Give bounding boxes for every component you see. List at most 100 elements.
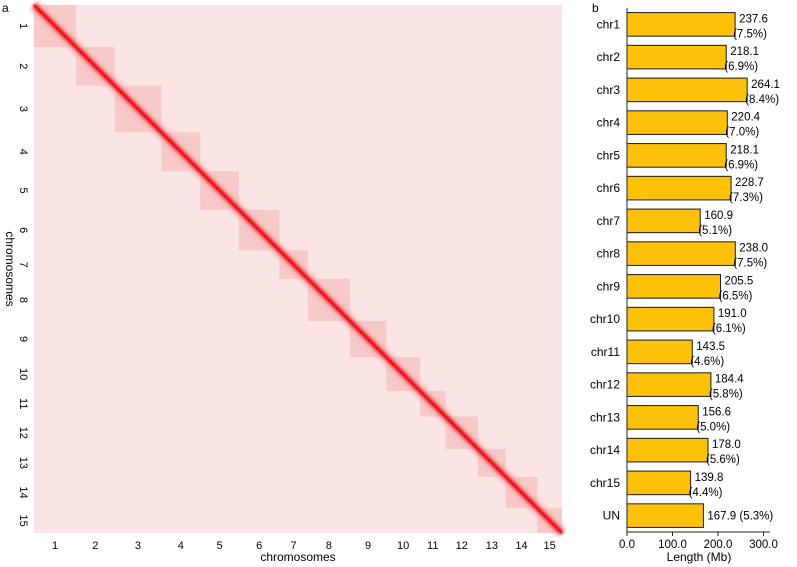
x-tick-label: 1 [52, 540, 58, 552]
category-label: chr12 [590, 378, 620, 392]
percent-label: (6.1%) [712, 323, 746, 335]
heatmap-y-axis-label: chromosomes [3, 231, 17, 306]
heatmap-x-tick-labels: 1 2 3 4 5 6 7 8 9 10 11 12 13 14 15 [52, 540, 556, 552]
percent-label: (6.9%) [724, 61, 758, 73]
x-tick-label: 5 [217, 540, 223, 552]
x-tick-label: 300.0 [749, 539, 778, 551]
x-tick-label: 14 [515, 540, 527, 552]
category-label: chr14 [590, 443, 620, 457]
value-label: 228.7 [735, 177, 764, 189]
heatmap-x-axis-label: chromosomes [260, 550, 335, 564]
percent-label: (5.0%) [696, 421, 730, 433]
bar-chr13 [626, 405, 699, 430]
bar-chr7 [626, 208, 701, 234]
category-label: chr10 [590, 312, 620, 326]
category-label: chr15 [590, 476, 620, 490]
bar-chr1 [626, 12, 736, 37]
category-label: chr13 [590, 410, 620, 424]
percent-label: (7.3%) [729, 192, 763, 204]
value-label: 191.0 [718, 308, 747, 320]
percent-label: (6.5%) [719, 290, 753, 302]
y-tick-label: 1 [17, 23, 29, 29]
heatmap-diagonal [29, 0, 567, 538]
percent-label: (5.1%) [698, 225, 732, 237]
percent-label: (4.6%) [690, 356, 724, 368]
y-tick-label: 4 [17, 149, 29, 155]
x-tick-label: 15 [544, 540, 556, 552]
value-label: 178.0 [712, 439, 741, 451]
percent-label: (6.9%) [724, 159, 758, 171]
value-label: 220.4 [731, 112, 760, 124]
category-label: chr2 [597, 50, 621, 64]
y-tick-label: 7 [17, 262, 29, 268]
y-tick-label: 14 [17, 486, 29, 498]
category-label: chr11 [591, 345, 620, 359]
diagonal-core [33, 4, 563, 534]
category-label: chr4 [597, 116, 621, 130]
category-label: chr7 [597, 214, 621, 228]
bar-chr8 [626, 241, 736, 266]
y-tick-label: 3 [17, 106, 29, 112]
y-tick-label: 6 [17, 227, 29, 233]
bars [626, 12, 748, 528]
bar-chr5 [626, 143, 727, 168]
value-label: 184.4 [715, 374, 744, 386]
y-tick-label: 2 [17, 63, 29, 69]
x-tick-label: 13 [486, 540, 498, 552]
x-tick-label: 200.0 [704, 539, 733, 551]
percent-label: (7.5%) [733, 258, 767, 270]
value-label: 264.1 [751, 79, 780, 91]
percent-label: (5.6%) [706, 454, 740, 466]
bar-chr11 [626, 339, 693, 365]
x-tick-label: 7 [291, 540, 297, 552]
category-label: chr9 [597, 279, 621, 293]
percent-label: (7.0%) [725, 127, 759, 139]
value-label: 205.5 [725, 275, 754, 287]
x-axis-ticks: 0.0 100.0 200.0 300.0 [619, 532, 778, 551]
bar-chr12 [626, 372, 712, 397]
category-label: chr3 [597, 83, 621, 97]
bar-UN [626, 503, 704, 528]
category-label: chr6 [597, 181, 621, 195]
x-axis-label: Length (Mb) [667, 550, 732, 564]
value-labels: 237.6 (7.5%) 218.1 (6.9%) 264.1 (8.4%) 220.4 (7… [689, 13, 780, 522]
y-tick-label: 11 [17, 398, 29, 409]
percent-label: (5.8%) [709, 389, 743, 401]
category-label: chr1 [597, 17, 621, 31]
panel-a-heatmap: a 1 2 3 4 5 6 7 8 9 10 11 12 13 14 15 1234567891011121… [2, 0, 567, 564]
value-label: 156.6 [702, 406, 731, 418]
percent-label: (8.4%) [745, 94, 779, 106]
panel-label-a: a [2, 1, 9, 15]
category-label: chr8 [597, 247, 621, 261]
x-tick-label: 0.0 [619, 539, 635, 551]
x-tick-label: 4 [178, 540, 184, 552]
bar-chr3 [626, 77, 748, 103]
y-tick-label: 13 [17, 457, 29, 469]
y-tick-label: 9 [17, 336, 29, 342]
bar-chr4 [626, 110, 728, 135]
percent-label: (7.5%) [733, 28, 767, 40]
category-labels: chr1 chr2 chr3 chr4 chr5 chr6 chr7 chr8 chr9 chr1… [590, 17, 620, 522]
x-tick-label: 11 [427, 540, 438, 552]
bar-chr10 [626, 306, 715, 332]
x-tick-label: 9 [365, 540, 371, 552]
value-label: 218.1 [730, 144, 759, 156]
bar-chr9 [626, 274, 722, 299]
y-tick-label: 8 [17, 297, 29, 303]
bar-chr15 [626, 470, 692, 496]
value-label: 237.6 [739, 13, 768, 25]
panel-b-bar-chart: b chr1chr2chr3chr4chr5chr6chr7chr8chr9ch… [590, 1, 780, 564]
category-label: chr5 [597, 148, 621, 162]
value-label: 160.9 [704, 210, 733, 222]
y-tick-label: 12 [17, 427, 29, 439]
y-tick-label: 5 [17, 188, 29, 194]
y-tick-label: 10 [17, 368, 29, 380]
x-tick-label: 8 [326, 540, 332, 552]
category-label: UN [603, 509, 620, 523]
x-tick-label: 10 [397, 540, 409, 552]
x-tick-label: 2 [92, 540, 98, 552]
value-label: 139.8 [695, 472, 724, 484]
bar-chr2 [626, 44, 727, 70]
